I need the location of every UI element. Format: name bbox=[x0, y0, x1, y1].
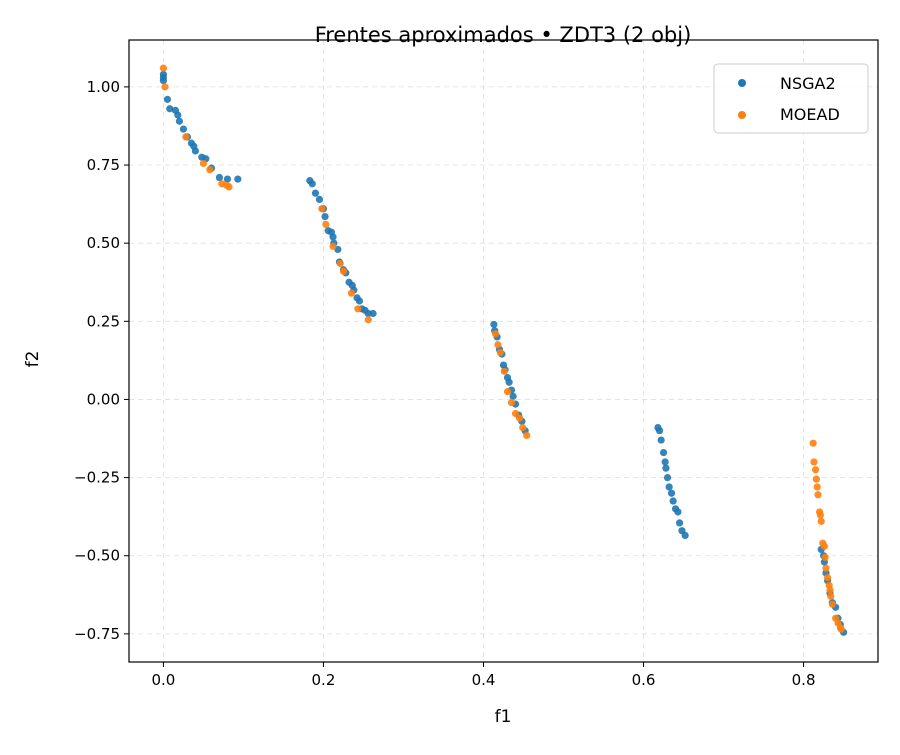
x-tick-label: 0.2 bbox=[312, 671, 336, 689]
point-moead bbox=[329, 242, 337, 250]
y-tick-label: −0.50 bbox=[74, 547, 120, 565]
point-nsga2 bbox=[674, 508, 682, 516]
point-nsga2 bbox=[308, 180, 316, 188]
point-nsga2 bbox=[667, 489, 676, 497]
point-nsga2 bbox=[665, 483, 673, 491]
point-moead bbox=[318, 205, 326, 213]
y-tick-label: −0.75 bbox=[74, 625, 120, 643]
point-nsga2 bbox=[215, 173, 224, 182]
y-axis-label: f2 bbox=[23, 351, 43, 368]
point-moead bbox=[837, 625, 845, 633]
point-nsga2 bbox=[329, 233, 337, 241]
x-tick-label: 0.8 bbox=[792, 671, 816, 689]
point-nsga2 bbox=[234, 175, 242, 183]
point-nsga2 bbox=[159, 77, 168, 85]
point-nsga2 bbox=[662, 464, 670, 472]
point-moead bbox=[507, 398, 516, 407]
x-tick-label: 0.4 bbox=[472, 671, 496, 689]
point-moead bbox=[491, 330, 500, 338]
point-nsga2 bbox=[655, 427, 664, 435]
point-nsga2 bbox=[509, 392, 517, 400]
legend-marker-moead bbox=[738, 111, 746, 119]
point-nsga2 bbox=[163, 95, 172, 103]
point-moead bbox=[364, 316, 372, 324]
point-moead bbox=[811, 466, 820, 474]
point-nsga2 bbox=[179, 125, 188, 133]
axis-ticks: 0.0 0.2 0.4 0.6 0.8 1.00 0.75 0.50 0.25 0.00 −0.25… bbox=[74, 78, 815, 689]
point-moead bbox=[820, 542, 828, 550]
point-nsga2 bbox=[223, 175, 232, 183]
point-nsga2 bbox=[659, 448, 668, 457]
point-moead bbox=[182, 133, 190, 141]
point-moead bbox=[826, 586, 834, 594]
point-nsga2 bbox=[669, 497, 677, 505]
point-nsga2 bbox=[663, 473, 672, 482]
point-moead bbox=[828, 600, 836, 608]
legend-box bbox=[713, 63, 869, 134]
point-moead bbox=[817, 517, 825, 525]
point-moead bbox=[814, 491, 822, 499]
point-moead bbox=[336, 259, 344, 268]
plot-frame bbox=[128, 39, 879, 663]
point-moead bbox=[159, 64, 168, 72]
point-nsga2 bbox=[681, 531, 689, 540]
point-nsga2 bbox=[505, 378, 513, 386]
point-nsga2 bbox=[175, 117, 184, 125]
point-nsga2 bbox=[657, 436, 665, 444]
chart-title: Frentes aproximados • ZDT3 (2 obj) bbox=[315, 23, 692, 47]
point-nsga2 bbox=[315, 195, 324, 204]
point-moead bbox=[810, 458, 818, 466]
point-moead bbox=[523, 431, 531, 439]
x-tick-label: 0.6 bbox=[632, 671, 656, 689]
point-moead bbox=[827, 592, 835, 600]
y-tick-label: −0.25 bbox=[74, 469, 120, 487]
point-nsga2 bbox=[166, 105, 174, 113]
point-moead bbox=[347, 289, 356, 297]
point-moead bbox=[339, 267, 348, 275]
y-tick-label: 0.75 bbox=[87, 156, 120, 174]
point-moead bbox=[822, 564, 830, 572]
point-moead bbox=[199, 159, 208, 168]
point-nsga2 bbox=[321, 212, 329, 221]
point-moead bbox=[813, 483, 821, 491]
point-nsga2 bbox=[369, 309, 377, 318]
point-nsga2 bbox=[490, 320, 498, 329]
point-nsga2 bbox=[174, 111, 182, 119]
point-moead bbox=[812, 475, 820, 483]
x-tick-label: 0.0 bbox=[151, 671, 175, 689]
point-nsga2 bbox=[311, 189, 320, 197]
point-moead bbox=[496, 348, 504, 357]
point-nsga2 bbox=[661, 458, 669, 466]
point-moead bbox=[225, 183, 233, 191]
x-axis-label: f1 bbox=[495, 707, 512, 727]
point-moead bbox=[519, 423, 527, 432]
point-moead bbox=[322, 220, 330, 229]
point-moead bbox=[494, 341, 502, 349]
y-tick-label: 1.00 bbox=[87, 78, 120, 96]
point-moead bbox=[511, 409, 520, 418]
point-moead bbox=[500, 367, 508, 375]
point-nsga2 bbox=[191, 147, 200, 155]
legend-label-moead: MOEAD bbox=[780, 105, 840, 124]
legend: NSGA2 MOEAD bbox=[713, 63, 869, 134]
point-moead bbox=[503, 388, 512, 396]
point-moead bbox=[809, 439, 817, 447]
point-nsga2 bbox=[675, 519, 684, 527]
point-moead bbox=[354, 305, 362, 313]
y-tick-label: 0.00 bbox=[87, 390, 120, 408]
point-moead bbox=[515, 414, 524, 422]
point-moead bbox=[206, 166, 214, 174]
legend-marker-nsga2 bbox=[738, 79, 746, 87]
y-tick-label: 0.25 bbox=[87, 312, 120, 330]
point-moead bbox=[161, 83, 169, 91]
point-moead bbox=[823, 574, 832, 582]
legend-label-nsga2: NSGA2 bbox=[780, 74, 836, 93]
y-tick-label: 0.50 bbox=[87, 234, 120, 252]
point-nsga2 bbox=[355, 297, 364, 305]
point-moead bbox=[816, 511, 824, 519]
data-points bbox=[159, 64, 848, 636]
point-moead bbox=[821, 553, 829, 561]
